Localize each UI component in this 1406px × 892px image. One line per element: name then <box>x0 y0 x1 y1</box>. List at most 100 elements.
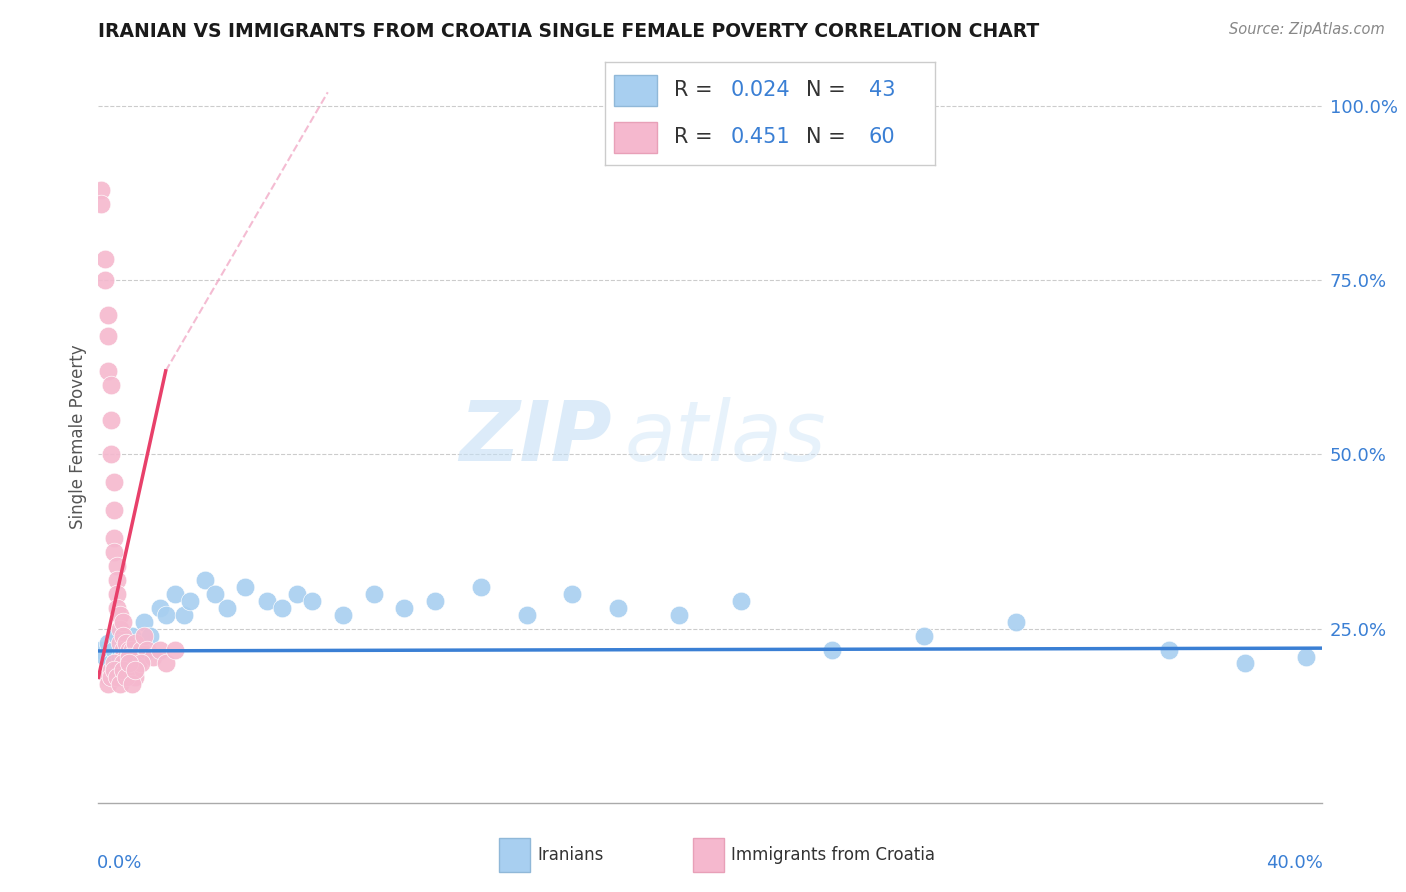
Point <box>173 607 195 622</box>
Point <box>134 629 156 643</box>
Text: Immigrants from Croatia: Immigrants from Croatia <box>731 847 935 864</box>
Point <box>118 657 141 671</box>
Text: 0.451: 0.451 <box>730 128 790 147</box>
Point <box>105 629 128 643</box>
Point <box>136 642 159 657</box>
Point <box>100 448 122 462</box>
Point <box>118 657 141 671</box>
Point <box>912 629 935 643</box>
Point <box>607 600 630 615</box>
Point <box>108 649 131 664</box>
Point <box>194 573 217 587</box>
Point <box>115 664 138 678</box>
Text: atlas: atlas <box>624 397 827 477</box>
Point <box>105 573 128 587</box>
Point <box>127 642 149 657</box>
Point <box>363 587 385 601</box>
Text: N =: N = <box>806 128 852 147</box>
Text: 0.0%: 0.0% <box>97 854 142 872</box>
Point <box>105 587 128 601</box>
Point <box>97 329 120 343</box>
Point <box>115 670 138 684</box>
Text: 0.024: 0.024 <box>730 80 790 100</box>
Point <box>129 657 152 671</box>
Point <box>129 642 152 657</box>
Point <box>1295 649 1317 664</box>
Point <box>97 635 120 649</box>
Text: R =: R = <box>673 128 720 147</box>
Point <box>285 587 308 601</box>
Point <box>100 377 122 392</box>
Text: 40.0%: 40.0% <box>1265 854 1323 872</box>
Point <box>103 503 125 517</box>
Point <box>103 664 125 678</box>
Point <box>115 649 138 664</box>
Text: N =: N = <box>806 80 852 100</box>
Point <box>90 642 112 657</box>
Point <box>149 600 172 615</box>
Point <box>90 183 112 197</box>
Point <box>134 615 156 629</box>
Point <box>115 635 138 649</box>
Point <box>149 642 172 657</box>
Point <box>93 273 115 287</box>
Point <box>155 607 177 622</box>
Text: R =: R = <box>673 80 720 100</box>
Point <box>111 615 134 629</box>
Point <box>301 594 323 608</box>
Point <box>93 252 115 267</box>
Point <box>561 587 583 601</box>
Point <box>127 657 149 671</box>
Y-axis label: Single Female Poverty: Single Female Poverty <box>69 345 87 529</box>
Point <box>730 594 752 608</box>
Point <box>103 545 125 559</box>
Point <box>204 587 226 601</box>
Point <box>97 670 120 684</box>
Point <box>93 649 115 664</box>
Text: Iranians: Iranians <box>537 847 603 864</box>
Point <box>1004 615 1026 629</box>
Point <box>108 670 131 684</box>
Point <box>111 635 134 649</box>
Text: IRANIAN VS IMMIGRANTS FROM CROATIA SINGLE FEMALE POVERTY CORRELATION CHART: IRANIAN VS IMMIGRANTS FROM CROATIA SINGL… <box>98 22 1039 41</box>
Point <box>118 649 141 664</box>
Point <box>124 664 146 678</box>
Point <box>163 587 186 601</box>
Point <box>121 642 143 657</box>
Point <box>516 607 538 622</box>
Point <box>668 607 690 622</box>
Point <box>1234 657 1257 671</box>
Point <box>118 642 141 657</box>
Text: Source: ZipAtlas.com: Source: ZipAtlas.com <box>1229 22 1385 37</box>
Point <box>332 607 354 622</box>
Point <box>124 670 146 684</box>
Point <box>103 475 125 490</box>
Point <box>100 412 122 426</box>
Point <box>142 649 165 664</box>
Point <box>108 677 131 691</box>
Point <box>392 600 416 615</box>
Point <box>270 600 292 615</box>
Point <box>103 531 125 545</box>
Point <box>111 629 134 643</box>
Point <box>108 622 131 636</box>
Point <box>105 664 128 678</box>
Text: 43: 43 <box>869 80 896 100</box>
Point <box>821 642 844 657</box>
Point <box>90 196 112 211</box>
Point <box>470 580 492 594</box>
Point <box>103 657 125 671</box>
Bar <box>614 75 658 105</box>
Point <box>100 657 122 671</box>
Point <box>97 308 120 322</box>
Point <box>121 677 143 691</box>
Point <box>105 600 128 615</box>
Text: ZIP: ZIP <box>460 397 612 477</box>
Point <box>105 670 128 684</box>
Point <box>215 600 238 615</box>
Point <box>100 664 122 678</box>
Text: 60: 60 <box>869 128 896 147</box>
Point <box>121 629 143 643</box>
Point <box>108 635 131 649</box>
Point <box>108 607 131 622</box>
